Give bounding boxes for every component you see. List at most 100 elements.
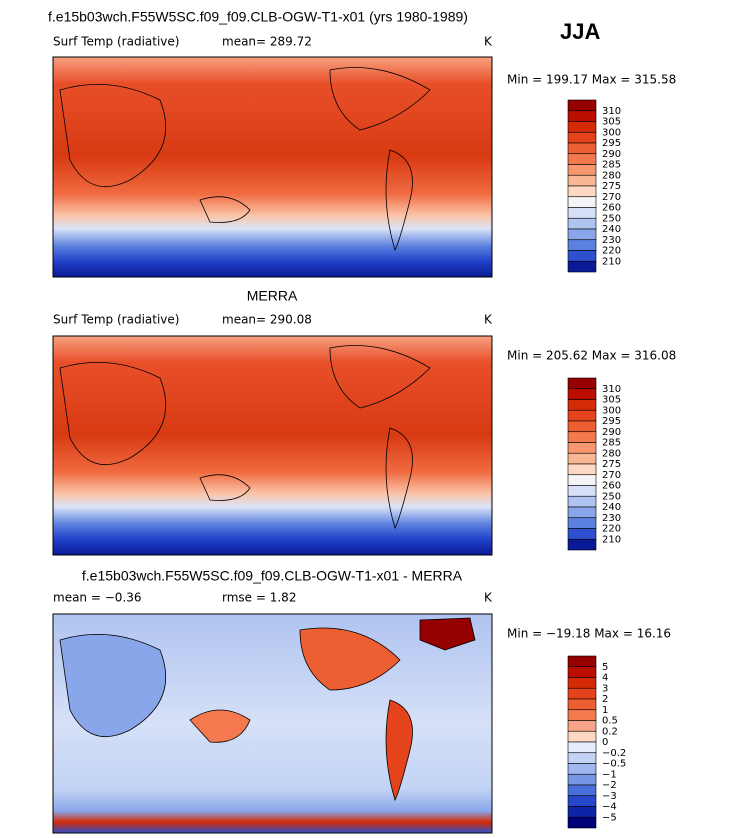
- colorbar-box: [567, 121, 597, 133]
- colorbar-box: [567, 409, 597, 422]
- colorbar-box: [567, 207, 597, 219]
- colorbar-box: [567, 185, 597, 198]
- colorbar-label: 250: [602, 491, 621, 502]
- colorbar-box: [567, 110, 597, 122]
- colorbar-label: 2: [602, 694, 608, 705]
- colorbar-label: 275: [602, 181, 621, 192]
- colorbar-label: −4: [602, 802, 617, 813]
- colorbar-box: [567, 666, 597, 678]
- panel-title: f.e15b03wch.F55W5SC.f09_f09.CLB-OGW-T1-x…: [82, 568, 463, 584]
- colorbar-box: [567, 806, 597, 818]
- colorbar-label: 295: [602, 416, 621, 427]
- colorbar-box: [567, 174, 597, 187]
- colorbar-label: 305: [602, 395, 621, 406]
- map-panel-2: MERRA Surf Temp (radiative) mean= 290.08…: [52, 288, 676, 556]
- colorbar-box: [567, 741, 597, 754]
- colorbar-box: [567, 795, 597, 807]
- stat-label: mean = −0.36: [53, 591, 142, 605]
- colorbar-label: 290: [602, 427, 621, 438]
- panel-title: MERRA: [247, 288, 298, 304]
- colorbar-label: 285: [602, 438, 621, 449]
- colorbar-box: [567, 709, 597, 721]
- colorbar-label: −2: [602, 780, 617, 791]
- colorbar-label: 4: [602, 673, 608, 684]
- colorbar-label: 305: [602, 117, 621, 128]
- colorbar-box: [567, 99, 597, 112]
- colorbar-box: [567, 250, 597, 262]
- colorbar-label: 230: [602, 235, 621, 246]
- season-label: JJA: [560, 19, 600, 44]
- colorbar-label: 300: [602, 127, 621, 138]
- variable-label: Surf Temp (radiative): [53, 35, 179, 49]
- colorbar-label: 270: [602, 192, 621, 203]
- colorbar-box: [567, 388, 597, 400]
- colorbar-box: [567, 164, 597, 176]
- colorbar-box: [567, 698, 597, 711]
- colorbar-label: 1: [602, 705, 608, 716]
- colorbar-label: 290: [602, 149, 621, 160]
- colorbar-label: 5: [602, 662, 608, 673]
- colorbar-label: 280: [602, 170, 621, 181]
- stat-label: mean= 289.72: [222, 35, 312, 49]
- colorbar-label: 210: [602, 534, 621, 545]
- colorbar-box: [567, 131, 597, 144]
- colorbar-box: [567, 655, 597, 668]
- colorbar-box: [567, 260, 597, 273]
- colorbar-box: [567, 773, 597, 786]
- colorbar-label: 310: [602, 106, 621, 117]
- colorbar-label: −5: [602, 812, 617, 823]
- range-label: Min = 199.17 Max = 315.58: [507, 73, 676, 87]
- colorbar-label: 0.5: [602, 716, 618, 727]
- colorbar-box: [567, 730, 597, 743]
- units-label: K: [484, 313, 493, 327]
- colorbar-label: 260: [602, 481, 621, 492]
- variable-label: Surf Temp (radiative): [53, 313, 179, 327]
- colorbar-box: [567, 538, 597, 551]
- colorbar-label: −3: [602, 791, 617, 802]
- colorbar-label: 310: [602, 384, 621, 395]
- units-label: K: [484, 591, 493, 605]
- colorbar-box: [567, 752, 597, 764]
- map-panel-1: f.e15b03wch.F55W5SC.f09_f09.CLB-OGW-T1-x…: [48, 9, 676, 278]
- coastlines: [59, 345, 431, 530]
- colorbar-label: 280: [602, 448, 621, 459]
- map-panel-3: f.e15b03wch.F55W5SC.f09_f09.CLB-OGW-T1-x…: [52, 568, 671, 834]
- colorbar-box: [567, 763, 597, 775]
- colorbar-box: [567, 452, 597, 465]
- colorbar-label: 295: [602, 138, 621, 149]
- colorbar-label: 270: [602, 470, 621, 481]
- colorbar-box: [567, 784, 597, 797]
- colorbar-label: 250: [602, 213, 621, 224]
- stat-label: mean= 290.08: [222, 313, 312, 327]
- range-label: Min = −19.18 Max = 16.16: [507, 627, 671, 641]
- map: [52, 335, 493, 556]
- colorbar-label: 240: [602, 224, 621, 235]
- colorbar-box: [567, 485, 597, 497]
- colorbar-box: [567, 506, 597, 519]
- colorbar-box: [567, 431, 597, 443]
- colorbar-label: −1: [602, 769, 617, 780]
- colorbar-box: [567, 217, 597, 230]
- colorbar-label: 240: [602, 502, 621, 513]
- colorbar-label: 260: [602, 203, 621, 214]
- range-label: Min = 205.62 Max = 316.08: [507, 349, 676, 363]
- colorbar-label: 230: [602, 513, 621, 524]
- colorbar-box: [567, 474, 597, 486]
- map: [52, 56, 493, 278]
- colorbar-box: [567, 677, 597, 689]
- colorbar-box: [567, 399, 597, 411]
- colorbar-box: [567, 442, 597, 454]
- colorbar-box: [567, 228, 597, 241]
- panel-title: f.e15b03wch.F55W5SC.f09_f09.CLB-OGW-T1-x…: [48, 9, 468, 25]
- colorbar-box: [567, 720, 597, 732]
- colorbar-label: −0.5: [602, 759, 626, 770]
- colorbar-box: [567, 495, 597, 508]
- colorbar-label: −0.2: [602, 748, 626, 759]
- colorbar-box: [567, 687, 597, 700]
- colorbar-label: 275: [602, 459, 621, 470]
- colorbar-label: 300: [602, 405, 621, 416]
- stat-label: rmse = 1.82: [222, 591, 296, 605]
- colorbar-label: 210: [602, 256, 621, 267]
